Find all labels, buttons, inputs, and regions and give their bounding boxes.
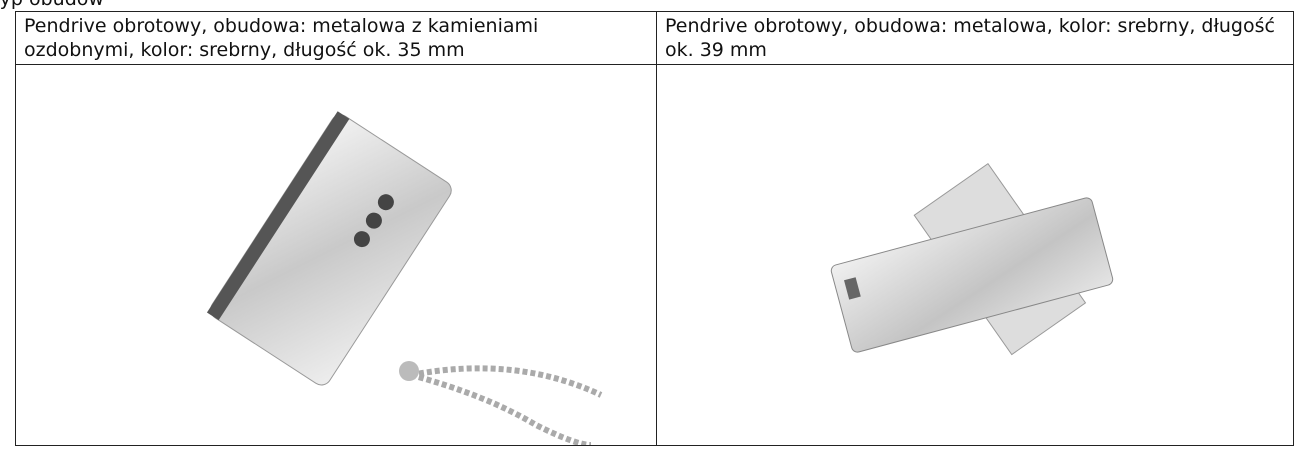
pendrive-image [830, 162, 1114, 356]
section-heading: Typ obudów [0, 0, 104, 10]
pendrive-image [206, 111, 603, 445]
image-cell [15, 64, 657, 446]
image-row [15, 64, 1294, 446]
image-cell [656, 64, 1294, 446]
description-cell: Pendrive obrotowy, obudowa: metalowa z k… [15, 11, 657, 65]
product-table: Pendrive obrotowy, obudowa: metalowa z k… [15, 11, 1294, 446]
description-cell: Pendrive obrotowy, obudowa: metalowa, ko… [656, 11, 1294, 65]
description-row: Pendrive obrotowy, obudowa: metalowa z k… [15, 11, 1294, 65]
